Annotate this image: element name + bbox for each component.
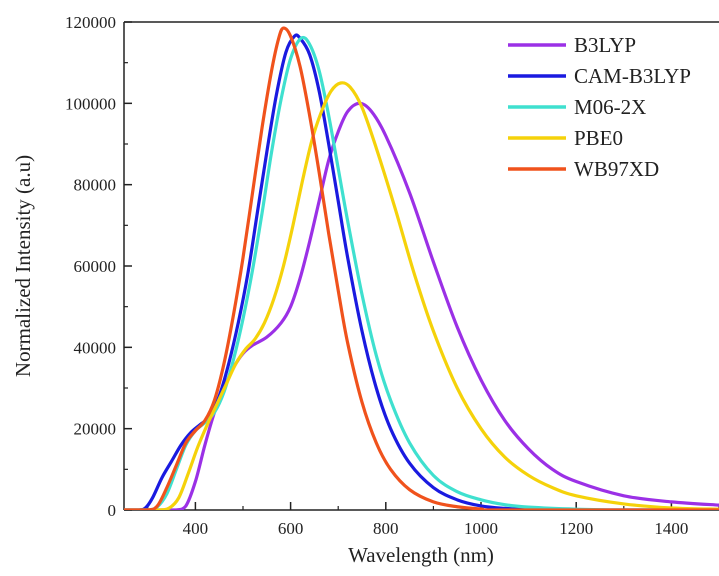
y-ticks: 0 20000 40000 60000 80000 100000 120000 — [65, 13, 132, 520]
legend: B3LYP CAM-B3LYP M06-2X PBE0 WB97XD — [508, 33, 691, 181]
y-tick-label: 0 — [108, 501, 117, 520]
legend-label-wb97xd: WB97XD — [574, 157, 659, 181]
y-tick-label: 20000 — [74, 420, 117, 439]
x-tick-label: 600 — [278, 519, 304, 538]
legend-label-b3lyp: B3LYP — [574, 33, 636, 57]
series-line-pbe0 — [124, 81, 719, 510]
y-tick-label: 120000 — [65, 13, 116, 32]
series-line-wb97xd — [124, 26, 719, 510]
x-tick-label: 400 — [183, 519, 209, 538]
x-tick-label: 1200 — [559, 519, 593, 538]
x-ticks: 400 600 800 1000 1200 1400 — [147, 502, 719, 538]
y-tick-label: 100000 — [65, 94, 116, 113]
y-tick-label: 80000 — [74, 176, 117, 195]
series-lines — [124, 26, 719, 510]
series-line-b3lyp — [124, 101, 719, 510]
legend-label-cam-b3lyp: CAM-B3LYP — [574, 64, 691, 88]
y-tick-label: 60000 — [74, 257, 117, 276]
y-axis-title: Normalized Intensity (a.u) — [11, 155, 35, 377]
y-tick-label: 40000 — [74, 338, 117, 357]
x-tick-label: 1000 — [464, 519, 498, 538]
legend-label-m06-2x: M06-2X — [574, 95, 646, 119]
x-axis-title: Wavelength (nm) — [348, 543, 494, 567]
x-tick-label: 800 — [373, 519, 399, 538]
x-tick-label: 1400 — [654, 519, 688, 538]
legend-label-pbe0: PBE0 — [574, 126, 623, 150]
